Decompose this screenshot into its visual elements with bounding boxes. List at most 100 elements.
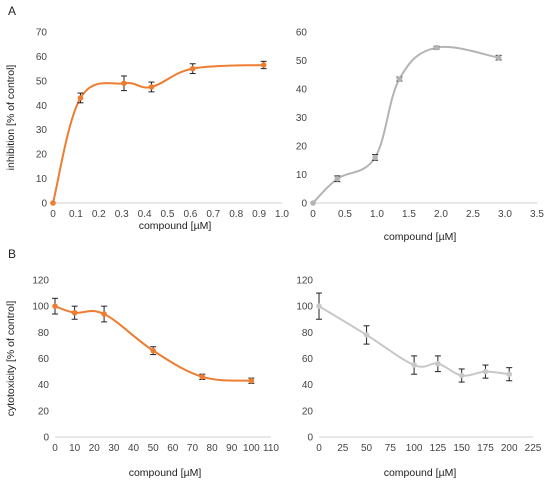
data-point	[50, 200, 56, 206]
chart-A-left: 0 10 20 30 40 50 60 70 0 0.1 0.2 0.3 0.4 0.5 0.6 0.7 0.8…	[5, 28, 289, 233]
x-tick-label: 60	[167, 443, 179, 454]
y-tick-label: 50	[296, 56, 308, 67]
x-tick-label: 1.0	[275, 209, 289, 220]
y-tick-label: 30	[296, 113, 308, 124]
x-tick-label: 25	[337, 443, 349, 454]
x-tick-label: 175	[477, 443, 494, 454]
x-tick-label: 100	[243, 443, 260, 454]
y-tick-label: 20	[36, 150, 48, 161]
panel-label-b: B	[8, 247, 16, 261]
x-tick-label: 225	[525, 443, 542, 454]
y-tick-label: 10	[36, 174, 48, 185]
x-tick-label: 0.8	[229, 209, 243, 220]
chart-A-right: 0 10 20 30 40 50 60 0 0.5 1.0 1.5 2.0 2.5 3.0 3.5 compo…	[296, 28, 545, 244]
x-tick-label: 50	[361, 443, 373, 454]
x-tick-label: 10	[69, 443, 81, 454]
y-tick-label: 20	[38, 406, 50, 417]
y-tick-label: 50	[36, 76, 48, 87]
data-point	[121, 80, 127, 87]
y-tick-label: 60	[296, 28, 308, 39]
data-point	[310, 200, 316, 206]
y-axis-label: inhibition [% of control]	[5, 65, 17, 171]
y-tick-label: 0	[301, 199, 307, 210]
y-tick-label: 40	[296, 85, 308, 96]
x-tick-label: 0	[316, 443, 322, 454]
data-point	[372, 154, 378, 161]
y-tick-label: 30	[36, 125, 48, 136]
x-tick-label: 20	[89, 443, 101, 454]
data-point	[260, 62, 267, 68]
x-tick-label: 110	[263, 443, 279, 454]
x-tick-label: 1.5	[402, 209, 416, 220]
series-line	[54, 305, 252, 382]
y-tick-label: 60	[38, 354, 50, 365]
x-tick-label: 90	[226, 443, 238, 454]
y-axis-label: cytotoxicity [% of control]	[5, 301, 17, 417]
x-tick-label: 3.5	[530, 209, 544, 220]
y-tick-label: 40	[36, 101, 48, 112]
y-tick-label: 70	[36, 28, 48, 39]
data-point	[150, 347, 156, 354]
x-tick-label: 0	[52, 443, 58, 454]
data-point	[101, 311, 107, 317]
y-tick-label: 10	[296, 170, 308, 181]
x-axis-label: compound [µM]	[384, 231, 457, 243]
y-tick-label: 100	[32, 302, 49, 313]
y-tick-label: 0	[41, 199, 47, 210]
y-tick-label: 80	[302, 328, 314, 339]
data-point	[435, 360, 441, 367]
x-tick-label: 3.0	[498, 209, 512, 220]
x-axis-label: compound [µM]	[139, 220, 212, 232]
x-tick-label: 0	[50, 209, 56, 220]
x-tick-label: 150	[453, 443, 470, 454]
y-tick-label: 40	[302, 380, 314, 391]
x-tick-label: 125	[430, 443, 447, 454]
data-point	[148, 84, 155, 90]
x-tick-label: 75	[385, 443, 397, 454]
series-line	[312, 45, 499, 204]
x-tick-label: 0.3	[115, 209, 129, 220]
y-tick-label: 20	[296, 142, 308, 153]
chart-B-right: 0 20 40 60 80 100 120 0 25 50 75 100 125 150 175 200 225…	[296, 276, 541, 480]
x-tick-label: 0.2	[92, 209, 106, 220]
x-tick-label: 80	[207, 443, 219, 454]
data-point	[199, 374, 206, 380]
y-tick-label: 60	[302, 354, 314, 365]
x-tick-label: 0.9	[252, 209, 266, 220]
x-tick-label: 2.0	[434, 209, 448, 220]
data-point	[458, 372, 465, 379]
x-tick-label: 0.5	[338, 209, 352, 220]
y-tick-label: 80	[38, 328, 50, 339]
data-point	[71, 309, 78, 316]
series-line	[52, 63, 264, 204]
x-tick-label: 0.6	[183, 209, 197, 220]
data-point	[411, 362, 417, 368]
y-tick-label: 0	[43, 433, 49, 444]
x-tick-label: 30	[108, 443, 120, 454]
data-point	[334, 175, 341, 182]
y-tick-label: 120	[296, 276, 313, 287]
x-tick-label: 40	[128, 443, 140, 454]
y-tick-label: 100	[296, 302, 313, 313]
data-point	[482, 368, 489, 375]
x-tick-label: 2.5	[466, 209, 480, 220]
x-tick-label: 200	[501, 443, 518, 454]
x-tick-label: 0.7	[206, 209, 220, 220]
x-tick-label: 0	[310, 209, 316, 220]
x-tick-label: 50	[148, 443, 160, 454]
panel-label-a: A	[8, 4, 16, 18]
data-point	[433, 44, 440, 51]
x-tick-label: 100	[406, 443, 423, 454]
data-point	[396, 76, 403, 82]
x-tick-label: 0.5	[161, 209, 175, 220]
x-tick-label: 70	[187, 443, 199, 454]
data-point	[506, 371, 513, 378]
data-point	[52, 303, 58, 309]
y-tick-label: 40	[38, 380, 50, 391]
data-point	[363, 332, 370, 338]
data-point	[495, 54, 502, 61]
x-axis-label: compound [µM]	[129, 467, 202, 479]
data-point	[248, 377, 255, 384]
